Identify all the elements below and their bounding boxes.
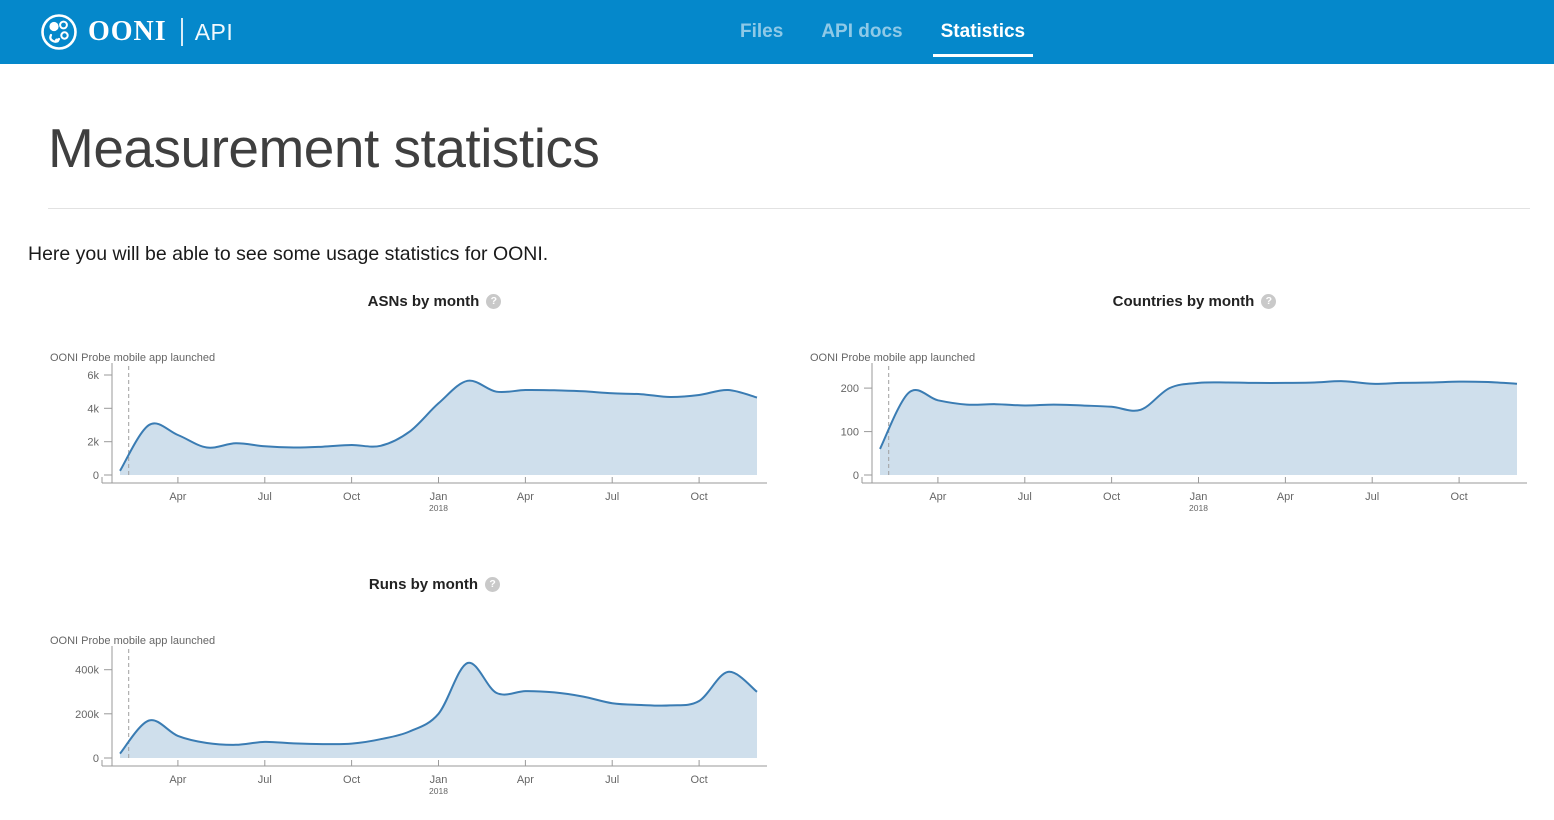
svg-text:Jan: Jan	[430, 491, 448, 503]
brand-link[interactable]: OONI API	[40, 13, 233, 51]
svg-text:OONI Probe mobile app launched: OONI Probe mobile app launched	[810, 352, 975, 364]
svg-text:4k: 4k	[87, 403, 99, 415]
svg-text:0: 0	[93, 470, 99, 482]
svg-text:Jul: Jul	[605, 774, 619, 786]
chart-card-countries: Countries by month ? OONI Probe mobile a…	[800, 291, 1554, 524]
help-icon[interactable]: ?	[1261, 294, 1276, 309]
main-nav: Files API docs Statistics	[740, 0, 1025, 64]
help-icon[interactable]: ?	[485, 577, 500, 592]
ooni-logo-icon	[40, 13, 78, 51]
svg-text:2018: 2018	[1189, 503, 1208, 513]
svg-text:Oct: Oct	[1103, 491, 1120, 503]
svg-text:Jul: Jul	[258, 491, 272, 503]
svg-text:Apr: Apr	[1277, 491, 1294, 503]
svg-text:100: 100	[841, 427, 859, 439]
svg-text:2018: 2018	[429, 503, 448, 513]
chart-title-row: ASNs by month ?	[112, 291, 757, 311]
help-icon[interactable]: ?	[486, 294, 501, 309]
chart-title-row: Countries by month ?	[872, 291, 1517, 311]
svg-text:OONI Probe mobile app launched: OONI Probe mobile app launched	[50, 352, 215, 364]
chart-card-runs: Runs by month ? OONI Probe mobile app la…	[40, 574, 800, 807]
svg-text:Jul: Jul	[1018, 491, 1032, 503]
chart-canvas-asns: OONI Probe mobile app launched 0 2k 4k 6k Apr…	[40, 349, 800, 524]
svg-text:Apr: Apr	[517, 774, 534, 786]
svg-text:Oct: Oct	[691, 774, 708, 786]
svg-text:200k: 200k	[75, 709, 99, 721]
svg-text:Jul: Jul	[1365, 491, 1379, 503]
intro-text: Here you will be able to see some usage …	[28, 243, 1554, 266]
charts-grid: ASNs by month ? OONI Probe mobile app la…	[40, 291, 1554, 807]
svg-text:2018: 2018	[429, 786, 448, 796]
brand-name: OONI	[88, 16, 167, 48]
svg-text:2k: 2k	[87, 437, 99, 449]
chart-title-asns: ASNs by month	[368, 293, 480, 310]
svg-text:Jan: Jan	[1190, 491, 1208, 503]
page-title: Measurement statistics	[48, 116, 1554, 180]
chart-card-asns: ASNs by month ? OONI Probe mobile app la…	[40, 291, 800, 524]
chart-canvas-runs: OONI Probe mobile app launched 0 200k 400k A…	[40, 632, 800, 807]
svg-text:Oct: Oct	[343, 774, 360, 786]
svg-text:OONI Probe mobile app launched: OONI Probe mobile app launched	[50, 635, 215, 647]
nav-item-api-docs[interactable]: API docs	[821, 21, 902, 43]
page-content: Measurement statistics Here you will be …	[0, 116, 1554, 807]
svg-text:200: 200	[841, 383, 859, 395]
svg-text:Oct: Oct	[343, 491, 360, 503]
svg-text:Jul: Jul	[605, 491, 619, 503]
nav-item-statistics[interactable]: Statistics	[941, 21, 1025, 43]
chart-title-row: Runs by month ?	[112, 574, 757, 594]
svg-text:0: 0	[853, 470, 859, 482]
svg-text:400k: 400k	[75, 665, 99, 677]
svg-text:0: 0	[93, 753, 99, 765]
svg-text:Jul: Jul	[258, 774, 272, 786]
svg-text:Oct: Oct	[691, 491, 708, 503]
svg-text:Apr: Apr	[169, 774, 186, 786]
title-divider	[48, 208, 1530, 209]
brand-suffix: API	[195, 19, 234, 46]
svg-text:Apr: Apr	[169, 491, 186, 503]
svg-text:Apr: Apr	[929, 491, 946, 503]
nav-item-files[interactable]: Files	[740, 21, 783, 43]
chart-title-countries: Countries by month	[1113, 293, 1255, 310]
app-header: OONI API Files API docs Statistics	[0, 0, 1554, 64]
svg-text:Jan: Jan	[430, 774, 448, 786]
chart-title-runs: Runs by month	[369, 576, 478, 593]
chart-canvas-countries: OONI Probe mobile app launched 0 100 200 Apr…	[800, 349, 1554, 524]
svg-text:Oct: Oct	[1451, 491, 1468, 503]
brand-divider	[181, 18, 183, 46]
svg-text:Apr: Apr	[517, 491, 534, 503]
svg-text:6k: 6k	[87, 370, 99, 382]
